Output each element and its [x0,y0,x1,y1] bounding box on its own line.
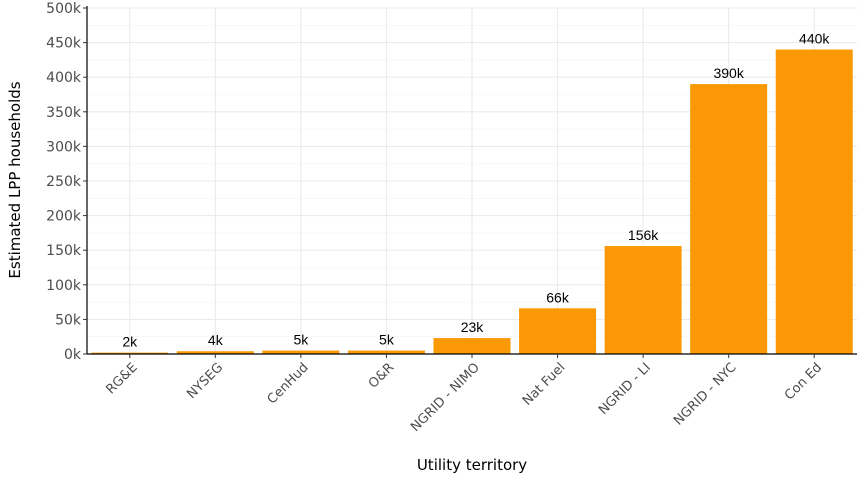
x-tick-label: CenHud [265,360,312,407]
x-tick-label: NYSEG [184,360,226,402]
data-label: 66k [546,289,570,305]
y-tick-label: 400k [46,70,82,86]
data-label: 23k [461,319,485,335]
y-tick-label: 250k [46,174,82,190]
bar [91,352,169,354]
bars [91,49,853,355]
x-tick-label: O&R [366,360,397,391]
x-tick-label: RG&E [104,360,141,397]
data-label: 4k [208,332,224,348]
y-tick-label: 100k [46,278,82,294]
x-tick-label: NGRID - NYC [671,360,739,428]
bar [347,350,425,354]
data-labels: 2k 4k 5k 5k 23k 66k 156k 390k 440k [122,31,830,350]
y-tick-label: 150k [46,243,82,259]
bar [519,308,597,354]
y-tick-label: 200k [46,209,82,225]
data-label: 5k [293,332,309,348]
y-tick-label: 300k [46,139,82,155]
bar [262,350,340,354]
data-label: 2k [122,334,138,350]
data-label: 390k [713,65,744,81]
x-tick-label: NGRID - LI [596,360,654,418]
y-tick-label: 450k [46,36,82,52]
data-label: 5k [379,332,395,348]
y-tick-label: 500k [46,1,82,17]
y-axis-title: Estimated LPP households [6,81,24,278]
y-tick-label: 350k [46,105,82,121]
bar [604,246,682,354]
x-tick-label: NGRID - NIMO [408,360,483,435]
x-tick-label: Con Ed [782,360,825,403]
x-tick-label: Nat Fuel [520,360,568,408]
bar [433,338,511,354]
bar [176,351,254,354]
y-tick-label: 0k [64,347,82,363]
bar [690,84,768,355]
y-tick-label: 50k [55,312,82,328]
data-label: 440k [799,31,830,47]
data-label: 156k [628,227,659,243]
bar [775,49,853,355]
x-axis-title: Utility territory [417,456,527,474]
